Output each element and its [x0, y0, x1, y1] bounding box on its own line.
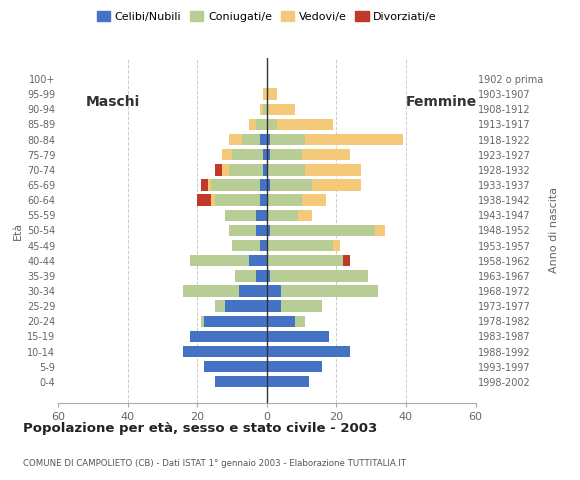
Bar — [260, 194, 267, 206]
Bar — [239, 285, 267, 297]
Bar — [249, 119, 256, 130]
Bar — [267, 361, 322, 372]
Bar — [242, 134, 260, 145]
Bar — [312, 180, 361, 191]
Bar — [267, 134, 270, 145]
Bar — [263, 164, 267, 176]
Bar — [267, 270, 270, 281]
Bar — [302, 149, 350, 160]
Bar — [222, 164, 229, 176]
Bar — [256, 119, 267, 130]
Bar — [256, 210, 267, 221]
Bar — [267, 376, 309, 387]
Text: COMUNE DI CAMPOLIETO (CB) - Dati ISTAT 1° gennaio 2003 - Elaborazione TUTTITALIA: COMUNE DI CAMPOLIETO (CB) - Dati ISTAT 1… — [23, 458, 406, 468]
Bar — [277, 119, 333, 130]
Bar — [281, 285, 378, 297]
Bar — [267, 300, 281, 312]
Bar — [190, 255, 249, 266]
Bar — [267, 331, 329, 342]
Bar — [235, 270, 256, 281]
Bar — [256, 270, 267, 281]
Bar — [267, 240, 333, 251]
Bar — [305, 134, 403, 145]
Bar — [222, 149, 232, 160]
Bar — [302, 194, 326, 206]
Bar — [263, 88, 267, 100]
Bar — [197, 194, 211, 206]
Bar — [229, 225, 256, 236]
Bar — [183, 285, 239, 297]
Bar — [208, 180, 211, 191]
Bar — [267, 119, 277, 130]
Bar — [343, 255, 350, 266]
Text: Maschi: Maschi — [86, 95, 140, 108]
Bar — [204, 315, 267, 327]
Bar — [256, 225, 267, 236]
Bar — [298, 210, 312, 221]
Bar — [295, 315, 305, 327]
Bar — [267, 149, 270, 160]
Bar — [260, 240, 267, 251]
Bar — [263, 104, 267, 115]
Bar — [190, 331, 267, 342]
Bar — [267, 104, 295, 115]
Bar — [333, 240, 340, 251]
Bar — [211, 180, 260, 191]
Text: Femmine: Femmine — [406, 95, 477, 108]
Text: Popolazione per età, sesso e stato civile - 2003: Popolazione per età, sesso e stato civil… — [23, 422, 378, 435]
Bar — [260, 104, 263, 115]
Bar — [267, 315, 295, 327]
Bar — [267, 180, 270, 191]
Bar — [375, 225, 385, 236]
Bar — [267, 164, 305, 176]
Bar — [211, 194, 215, 206]
Bar — [267, 346, 350, 357]
Bar — [267, 225, 270, 236]
Bar — [281, 300, 322, 312]
Bar — [215, 300, 225, 312]
Bar — [225, 300, 267, 312]
Bar — [270, 270, 368, 281]
Bar — [267, 210, 298, 221]
Bar — [260, 134, 267, 145]
Bar — [229, 164, 263, 176]
Bar — [204, 361, 267, 372]
Bar — [270, 149, 302, 160]
Bar — [232, 149, 263, 160]
Bar — [232, 240, 260, 251]
Bar — [215, 376, 267, 387]
Bar — [267, 285, 281, 297]
Bar — [249, 255, 267, 266]
Bar — [201, 180, 208, 191]
Bar — [270, 225, 375, 236]
Bar — [183, 346, 267, 357]
Bar — [267, 194, 302, 206]
Bar — [267, 255, 343, 266]
Legend: Celibi/Nubili, Coniugati/e, Vedovi/e, Divorziati/e: Celibi/Nubili, Coniugati/e, Vedovi/e, Di… — [93, 8, 440, 25]
Bar — [270, 134, 305, 145]
Y-axis label: Anno di nascita: Anno di nascita — [549, 187, 559, 274]
Bar — [225, 210, 256, 221]
Bar — [260, 180, 267, 191]
Bar — [215, 164, 222, 176]
Bar — [229, 134, 242, 145]
Bar — [201, 315, 204, 327]
Bar — [267, 88, 277, 100]
Bar — [263, 149, 267, 160]
Bar — [305, 164, 361, 176]
Bar — [215, 194, 260, 206]
Y-axis label: Età: Età — [13, 221, 23, 240]
Bar — [270, 180, 312, 191]
